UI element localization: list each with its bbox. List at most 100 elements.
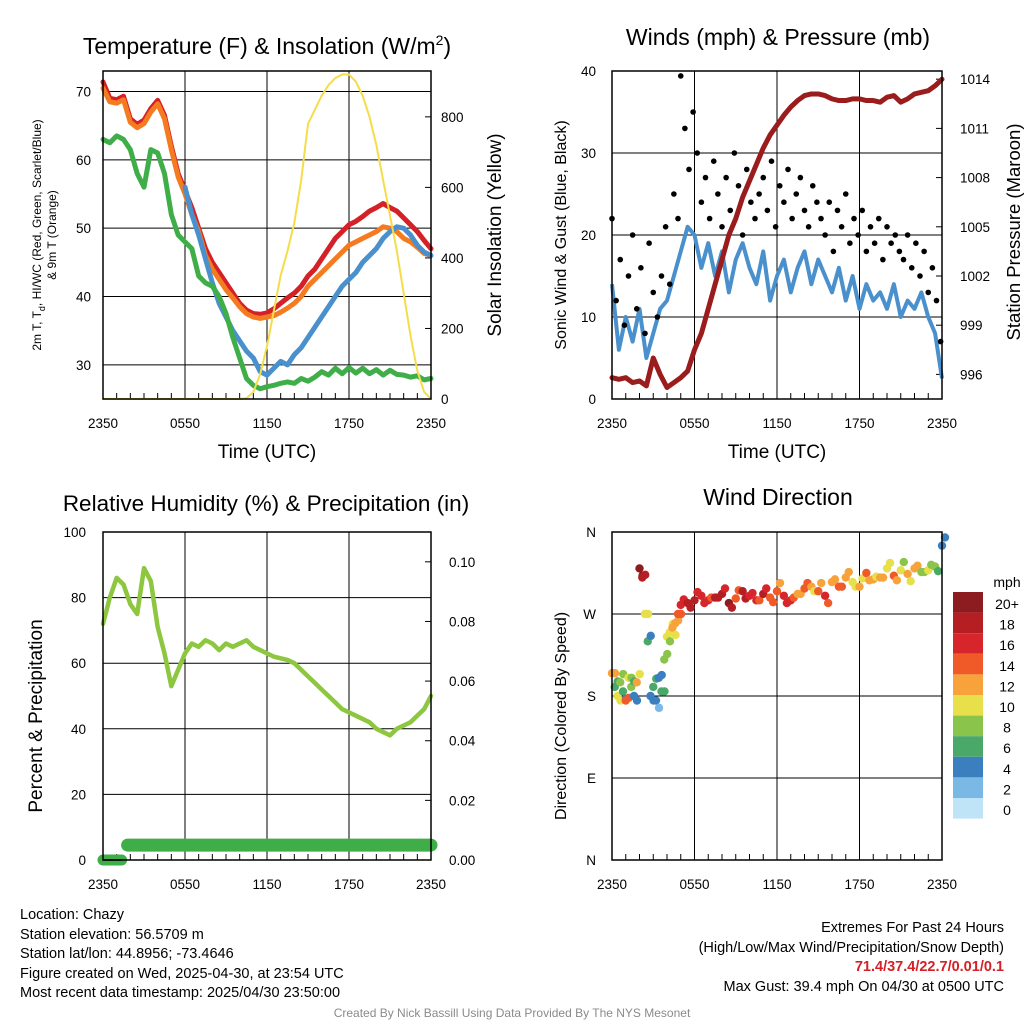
gust-point [785, 166, 791, 173]
direction-point [731, 594, 740, 603]
gust-point [933, 297, 940, 304]
y2-tick-label: 1008 [960, 171, 990, 186]
gust-point [855, 232, 861, 238]
legend-label: 14 [999, 658, 1015, 674]
gust-point [686, 166, 692, 173]
legend-swatch [953, 592, 983, 613]
direction-point [896, 566, 905, 575]
gust-point [838, 224, 845, 230]
legend-swatch [953, 798, 983, 819]
y-label-part: 2m T, T [30, 310, 44, 350]
gust-point [814, 199, 820, 205]
y-axis-label: Percent & Precipitation [26, 619, 47, 812]
legend-label: 4 [1003, 761, 1011, 777]
legend-label: 20+ [995, 596, 1019, 612]
y-tick-label: N [586, 853, 596, 868]
y-tick-label: 30 [581, 146, 596, 161]
y-tick-label: 60 [71, 656, 86, 671]
station-elevation: Station elevation: 56.5709 m [20, 926, 204, 943]
gust-point [629, 232, 636, 238]
x-tick-label: 2350 [927, 416, 957, 431]
y-tick-label: N [586, 525, 596, 540]
gust-point [675, 215, 681, 222]
gust-point [677, 73, 684, 79]
x-tick-label: 1150 [762, 877, 791, 892]
direction-point [610, 669, 620, 678]
gust-point [694, 150, 701, 156]
direction-point [727, 603, 737, 612]
extremes-block: Extremes For Past 24 Hours (High/Low/Max… [699, 919, 1004, 997]
gust-point [719, 224, 725, 230]
station-location: Location: Chazy [20, 907, 124, 923]
gust-point [875, 215, 882, 222]
y2-tick-label: 0.08 [449, 614, 475, 629]
direction-point [899, 557, 908, 567]
credit-line: Created By Nick Bassill Using Data Provi… [333, 1006, 691, 1020]
legend-swatch [953, 695, 983, 716]
gust-point [702, 174, 709, 181]
gust-point [880, 256, 886, 263]
legend-label: 8 [1003, 720, 1011, 736]
gust-point [917, 273, 923, 279]
gust-point [727, 207, 734, 214]
y2-axis-label: Solar Insolation (Yellow) [485, 133, 506, 336]
title-end: ) [443, 33, 451, 59]
y2-tick-label: 0.06 [449, 674, 475, 689]
x-tick-label: 2350 [927, 877, 957, 892]
y-tick-label: 0 [78, 853, 86, 868]
direction-point [635, 564, 644, 573]
direction-point [697, 591, 706, 600]
winds-panel: 2350 0550 1150 1750 235001020304099699910021… [553, 24, 1024, 463]
gust-point [888, 240, 894, 246]
direction-point [885, 558, 895, 568]
y-axis-label: Sonic Wind & Gust (Blue, Black) [553, 120, 570, 349]
gust-point [710, 158, 717, 164]
gust-point [706, 215, 713, 222]
direction-point [643, 609, 653, 619]
legend-swatch [953, 612, 983, 634]
station-latlon: Station lat/lon: 44.8956; -73.4646 [20, 946, 234, 962]
x-axis-label: Time (UTC) [728, 442, 827, 463]
y-tick-label: 100 [63, 525, 86, 540]
plot-frame [102, 70, 432, 400]
gust-point [646, 240, 652, 246]
direction-point [862, 568, 871, 578]
legend-label: 16 [999, 637, 1015, 653]
x-tick-label: 1150 [252, 416, 281, 431]
direction-point [649, 682, 658, 692]
direction-point [618, 687, 628, 696]
legend-label: 0 [1003, 802, 1011, 818]
gust-point [900, 256, 907, 263]
gust-point [925, 289, 932, 296]
gust-point [809, 183, 816, 189]
plot-frame [611, 70, 943, 400]
legend-label: 10 [999, 699, 1015, 715]
extremes-values: 71.4/37.4/22.7/0.01/0.1 [854, 959, 1004, 975]
y-tick-label: 30 [76, 358, 91, 373]
gust-point [633, 306, 640, 312]
gust-point [613, 297, 619, 304]
y-axis-label-line2: & 9m T (Orange) [45, 190, 59, 280]
gust-point [867, 224, 874, 230]
chart-title: Winds (mph) & Pressure (mb) [626, 24, 930, 50]
max-gust: Max Gust: 39.4 mph On 04/30 at 0500 UTC [723, 978, 1004, 995]
gust-point [723, 174, 729, 181]
y2-tick-label: 0.10 [449, 555, 475, 570]
y2-tick-label: 1014 [960, 72, 991, 87]
y-tick-label: 40 [76, 290, 91, 305]
gust-point [658, 273, 665, 279]
gust-point [690, 109, 696, 115]
y2-tick-label: 999 [960, 318, 983, 333]
y-tick-label: 80 [71, 591, 86, 606]
x-tick-label: 2350 [88, 877, 118, 892]
chart-title: Wind Direction [703, 484, 853, 510]
y-tick-label: 60 [76, 153, 91, 168]
x-tick-label: 0550 [679, 416, 709, 431]
y-tick-label: 70 [76, 85, 91, 100]
direction-point [940, 533, 950, 542]
gust-point [797, 174, 804, 181]
y-tick-label: 50 [76, 221, 91, 236]
direction-point [830, 575, 840, 584]
y-tick-label: W [583, 607, 596, 622]
